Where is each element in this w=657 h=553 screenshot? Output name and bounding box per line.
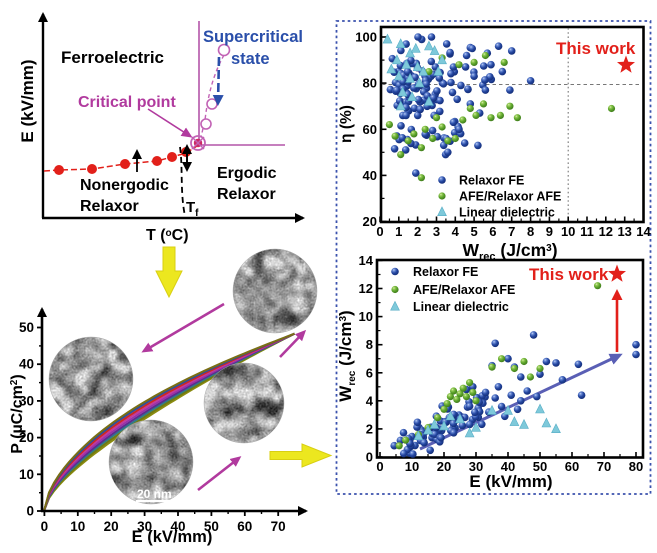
svg-text:0: 0 [376, 459, 383, 474]
svg-text:40: 40 [363, 168, 377, 183]
svg-text:6: 6 [489, 224, 496, 239]
svg-text:1: 1 [395, 224, 402, 239]
svg-text:20 nm: 20 nm [137, 487, 172, 501]
svg-text:70: 70 [271, 519, 286, 534]
svg-text:40: 40 [19, 357, 34, 372]
svg-text:Ferroelectric: Ferroelectric [61, 48, 164, 67]
svg-text:60: 60 [363, 122, 377, 137]
svg-text:13: 13 [617, 224, 631, 239]
svg-text:4: 4 [452, 224, 460, 239]
svg-text:12: 12 [359, 281, 373, 296]
svg-text:5: 5 [470, 224, 477, 239]
svg-text:8: 8 [527, 224, 534, 239]
svg-text:P (µC/cm2): P (µC/cm2) [9, 374, 26, 453]
svg-text:40: 40 [170, 519, 185, 534]
svg-text:9: 9 [546, 224, 553, 239]
svg-text:AFE/Relaxor AFE: AFE/Relaxor AFE [459, 190, 561, 204]
svg-text:60: 60 [237, 519, 252, 534]
svg-text:Linear dielectric: Linear dielectric [413, 300, 509, 314]
svg-text:Critical point: Critical point [78, 94, 176, 111]
svg-text:E (kV/mm): E (kV/mm) [18, 59, 37, 142]
svg-text:0: 0 [376, 224, 383, 239]
svg-text:20: 20 [363, 214, 377, 229]
svg-text:η (%): η (%) [338, 105, 355, 143]
svg-text:40: 40 [501, 459, 515, 474]
svg-text:6: 6 [366, 365, 373, 380]
svg-text:20: 20 [19, 430, 34, 445]
svg-text:10: 10 [70, 519, 85, 534]
svg-text:4: 4 [366, 393, 374, 408]
svg-text:10: 10 [19, 467, 34, 482]
svg-text:Wrec (J/cm3): Wrec (J/cm3) [336, 310, 358, 401]
svg-text:0: 0 [41, 519, 49, 534]
svg-text:30: 30 [137, 519, 152, 534]
svg-text:Tf: Tf [186, 199, 199, 219]
svg-text:10: 10 [359, 309, 373, 324]
svg-text:Supercritical: Supercritical [203, 28, 303, 46]
svg-text:Relaxor: Relaxor [217, 186, 276, 203]
svg-text:2: 2 [366, 421, 373, 436]
svg-text:T (oC): T (oC) [146, 227, 189, 244]
svg-text:This work: This work [529, 265, 609, 284]
svg-text:2: 2 [414, 224, 421, 239]
svg-text:8: 8 [366, 337, 373, 352]
svg-text:20: 20 [104, 519, 119, 534]
svg-text:Ergodic: Ergodic [217, 165, 277, 182]
svg-text:0: 0 [366, 450, 373, 465]
svg-text:state: state [231, 50, 270, 68]
svg-text:20: 20 [437, 459, 451, 474]
svg-text:11: 11 [580, 224, 594, 239]
svg-text:80: 80 [629, 459, 643, 474]
svg-text:E (kV/mm): E (kV/mm) [132, 528, 213, 546]
svg-text:Relaxor FE: Relaxor FE [413, 265, 478, 279]
svg-text:60: 60 [565, 459, 579, 474]
svg-text:Relaxor FE: Relaxor FE [459, 174, 524, 188]
svg-text:Linear dielectric: Linear dielectric [459, 206, 555, 220]
svg-text:30: 30 [469, 459, 483, 474]
svg-text:50: 50 [19, 320, 34, 335]
svg-text:7: 7 [508, 224, 515, 239]
svg-text:100: 100 [355, 30, 377, 45]
svg-text:3: 3 [433, 224, 440, 239]
svg-text:AFE/Relaxor AFE: AFE/Relaxor AFE [413, 283, 515, 297]
svg-text:14: 14 [636, 224, 651, 239]
svg-text:This work: This work [556, 39, 636, 58]
svg-text:12: 12 [599, 224, 613, 239]
svg-text:10: 10 [405, 459, 419, 474]
svg-text:Relaxor: Relaxor [80, 198, 139, 215]
svg-text:30: 30 [19, 393, 34, 408]
svg-text:80: 80 [363, 76, 377, 91]
svg-text:10: 10 [561, 224, 575, 239]
svg-text:14: 14 [359, 253, 374, 268]
svg-text:E (kV/mm): E (kV/mm) [469, 472, 552, 491]
svg-text:70: 70 [597, 459, 611, 474]
svg-text:50: 50 [204, 519, 219, 534]
svg-text:Nonergodic: Nonergodic [80, 177, 169, 194]
svg-text:0: 0 [26, 504, 34, 519]
svg-text:50: 50 [533, 459, 547, 474]
